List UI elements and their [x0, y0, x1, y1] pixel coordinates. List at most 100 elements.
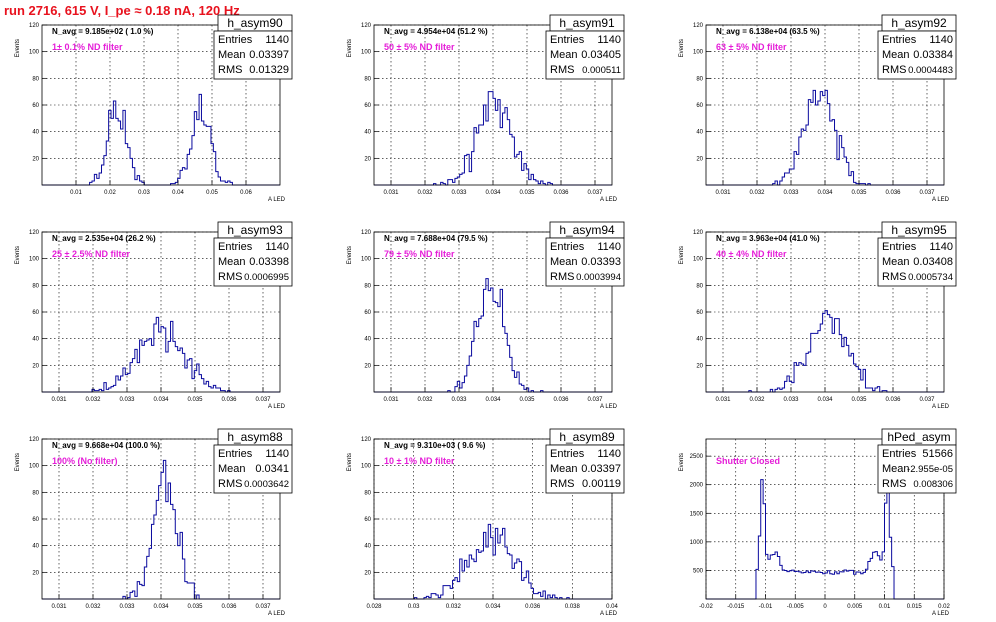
x-tick-label: 0.035: [187, 604, 203, 610]
histogram-panel-h_asym90: 0.01 0.02 0.03 0.04 0.05 0.06 20 40 60 80 100 120 A …: [15, 14, 293, 203]
histogram-panel-h_asym89: 0.028 0.03 0.032 0.034 0.036 0.038 0.04 20 40 60 8…: [347, 428, 625, 617]
stats-key: Entries: [550, 241, 585, 253]
x-tick-label: 0.032: [417, 397, 433, 403]
y-tick-label: 2500: [690, 454, 704, 460]
y-tick-label: 40: [696, 130, 703, 136]
y-tick-label: 60: [364, 517, 371, 523]
stats-value: 1140: [265, 241, 289, 253]
x-tick-label: 0.031: [383, 190, 399, 196]
stats-value: 0.0005734: [908, 272, 953, 283]
x-tick-label: 0.03: [138, 190, 150, 196]
x-tick-label: 0.036: [885, 190, 901, 196]
x-tick-label: 0.034: [485, 190, 501, 196]
x-tick-label: 0.06: [240, 190, 252, 196]
x-tick-label: 0.032: [749, 397, 765, 403]
y-axis-label: Events: [347, 39, 353, 57]
stats-value: 1140: [265, 448, 289, 460]
y-tick-label: 2000: [690, 483, 704, 489]
x-tick-label: 0.033: [451, 190, 467, 196]
x-tick-label: 0.037: [587, 190, 603, 196]
x-tick-label: 0.036: [221, 397, 237, 403]
stats-value: 0.03397: [581, 463, 621, 475]
x-tick-label: 0.033: [783, 397, 799, 403]
y-tick-label: 120: [29, 23, 40, 29]
y-tick-label: 20: [32, 570, 39, 576]
stats-key: Mean: [218, 49, 246, 61]
x-axis-label: A LED: [600, 611, 618, 617]
x-tick-label: 0.036: [885, 397, 901, 403]
y-tick-label: 100: [29, 50, 40, 56]
navg-label: N_avg = 6.138e+04 (63.5 %): [716, 27, 820, 36]
stats-box: [213, 30, 293, 80]
y-tick-label: 100: [693, 257, 704, 263]
x-tick-label: 0.037: [919, 190, 935, 196]
stats-value: 1140: [597, 448, 621, 460]
y-tick-label: 120: [29, 230, 40, 236]
y-tick-label: 1500: [690, 511, 704, 517]
y-tick-label: 100: [29, 464, 40, 470]
y-tick-label: 20: [696, 363, 703, 369]
x-tick-label: 0.037: [919, 397, 935, 403]
stats-value: 0.0341: [255, 463, 289, 475]
x-tick-label: 0.032: [85, 604, 101, 610]
y-axis-label: Events: [679, 246, 685, 264]
y-tick-label: 40: [364, 130, 371, 136]
stats-box: [213, 444, 293, 494]
x-tick-label: 0.01: [879, 604, 891, 610]
stats-title: h_asym92: [891, 16, 947, 30]
stats-value: 1140: [929, 241, 953, 253]
y-tick-label: 20: [364, 363, 371, 369]
y-axis-label: Events: [15, 39, 21, 57]
stats-key: Entries: [882, 34, 917, 46]
filter-label: 79 ± 5% ND filter: [384, 249, 455, 259]
x-tick-label: 0.02: [104, 190, 116, 196]
stats-value: 1140: [597, 34, 621, 46]
stats-value: 0.03405: [581, 49, 621, 61]
stats-key: Entries: [882, 241, 917, 253]
filter-label: 100% (No filter): [52, 456, 118, 466]
x-tick-label: 0.037: [587, 397, 603, 403]
stats-box: [545, 237, 625, 287]
y-tick-label: 20: [696, 156, 703, 162]
x-tick-label: 0.035: [187, 397, 203, 403]
stats-box: [545, 444, 625, 494]
x-axis-label: A LED: [600, 404, 618, 410]
x-tick-label: 0.035: [851, 397, 867, 403]
filter-label: 40 ± 4% ND filter: [716, 249, 787, 259]
x-tick-label: 0.032: [749, 190, 765, 196]
y-tick-label: 60: [32, 517, 39, 523]
stats-title: h_asym93: [227, 223, 283, 237]
x-tick-label: 0.05: [206, 190, 218, 196]
x-tick-label: 0.036: [221, 604, 237, 610]
y-tick-label: 40: [696, 337, 703, 343]
stats-key: Mean: [550, 463, 578, 475]
stats-key: Mean: [882, 49, 910, 61]
y-tick-label: 80: [32, 76, 39, 82]
x-tick-label: 0.034: [485, 397, 501, 403]
stats-key: Mean: [882, 256, 910, 268]
stats-key: Entries: [550, 448, 585, 460]
x-tick-label: -0.01: [759, 604, 773, 610]
stats-value: 0.000511: [582, 65, 621, 76]
histogram-line-h_asym90: [42, 93, 280, 186]
filter-label: 1± 0.1% ND filter: [52, 42, 123, 52]
y-axis-label: Events: [679, 453, 685, 471]
y-tick-label: 100: [361, 464, 372, 470]
stats-key: RMS: [882, 478, 906, 490]
y-tick-label: 60: [696, 103, 703, 109]
x-tick-label: 0.032: [85, 397, 101, 403]
y-axis-label: Events: [347, 246, 353, 264]
y-tick-label: 80: [364, 76, 371, 82]
x-tick-label: 0.033: [783, 190, 799, 196]
x-tick-label: 0.031: [715, 397, 731, 403]
stats-key: Mean: [218, 463, 246, 475]
navg-label: N_avg = 9.668e+04 (100.0 %): [52, 441, 160, 450]
y-tick-label: 120: [361, 23, 372, 29]
stats-value: 51566: [922, 448, 953, 460]
x-tick-label: -0.015: [727, 604, 745, 610]
y-tick-label: 40: [364, 544, 371, 550]
stats-value: 0.0006995: [244, 272, 289, 283]
x-tick-label: 0.033: [451, 397, 467, 403]
x-axis-label: A LED: [268, 404, 286, 410]
